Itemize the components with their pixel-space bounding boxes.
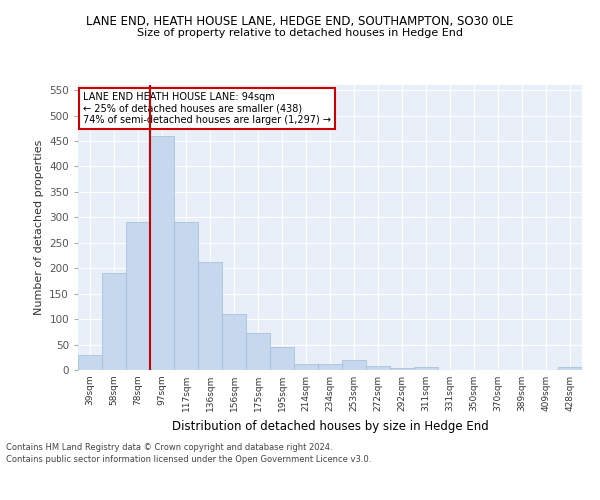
Bar (270, 347, 294, 370)
X-axis label: Distribution of detached houses by size in Hedge End: Distribution of detached houses by size … (172, 420, 488, 432)
Bar (102, 274, 126, 370)
Text: LANE END, HEATH HOUSE LANE, HEDGE END, SOUTHAMPTON, SO30 0LE: LANE END, HEATH HOUSE LANE, HEDGE END, S… (86, 15, 514, 28)
Bar (198, 262, 222, 370)
Bar (78, 354, 102, 370)
Bar (390, 368, 414, 370)
Bar (294, 364, 318, 370)
Bar (222, 314, 246, 370)
Text: Contains HM Land Registry data © Crown copyright and database right 2024.: Contains HM Land Registry data © Crown c… (6, 442, 332, 452)
Text: Size of property relative to detached houses in Hedge End: Size of property relative to detached ho… (137, 28, 463, 38)
Bar (126, 222, 150, 370)
Bar (414, 368, 438, 370)
Y-axis label: Number of detached properties: Number of detached properties (34, 140, 44, 315)
Bar (342, 360, 366, 370)
Bar (366, 366, 390, 370)
Bar (246, 333, 270, 370)
Text: Contains public sector information licensed under the Open Government Licence v3: Contains public sector information licen… (6, 455, 371, 464)
Bar (558, 368, 582, 370)
Bar (174, 222, 198, 370)
Bar (150, 136, 174, 370)
Text: LANE END HEATH HOUSE LANE: 94sqm
← 25% of detached houses are smaller (438)
74% : LANE END HEATH HOUSE LANE: 94sqm ← 25% o… (83, 92, 331, 126)
Bar (318, 364, 342, 370)
